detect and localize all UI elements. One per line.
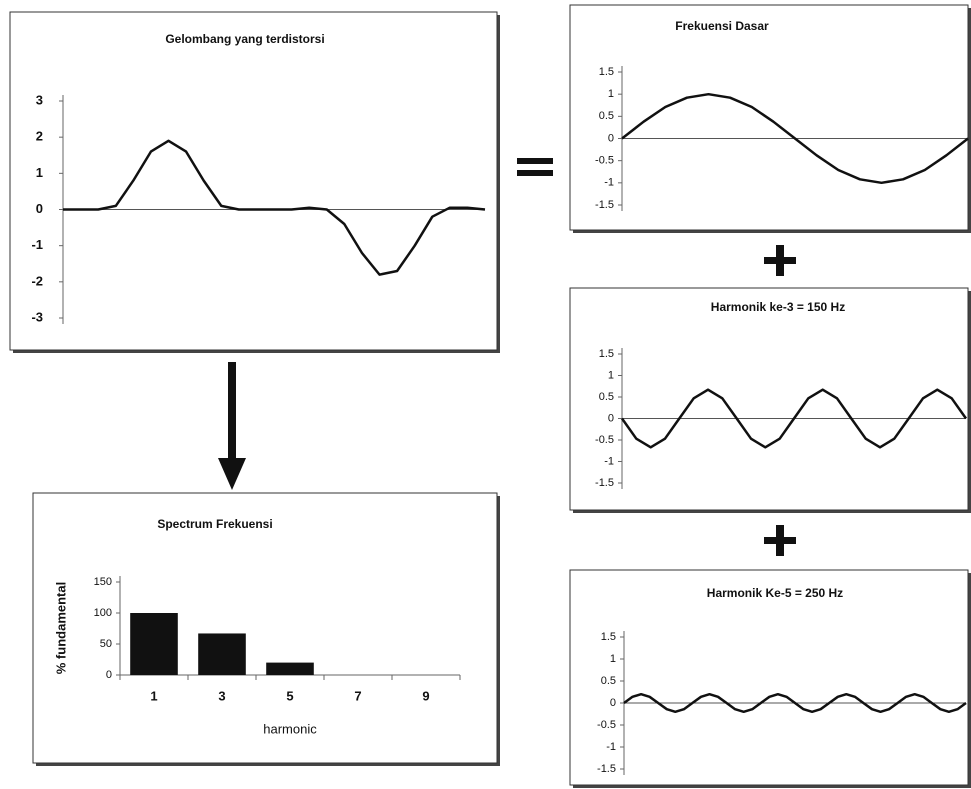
y-tick-label: 1.5 [599, 66, 614, 78]
y-tick-label: -1 [31, 237, 43, 252]
y-tick-label: 1.5 [599, 348, 614, 360]
x-tick-label: 7 [354, 688, 361, 703]
waveform [63, 139, 486, 276]
x-tick-label: 3 [218, 688, 225, 703]
waveform [620, 388, 968, 449]
waveform [621, 92, 969, 185]
y-tick-label: 0.5 [601, 675, 616, 687]
chart-title: Harmonik Ke-5 = 250 Hz [707, 586, 843, 600]
y-tick-label: -0.5 [595, 155, 614, 167]
y-tick-label: -0.5 [595, 434, 614, 446]
y-axis-label: % fundamental [53, 582, 68, 674]
plus-sign [764, 245, 796, 276]
chart-title: Spectrum Frekuensi [157, 517, 272, 531]
equals-sign [517, 158, 553, 176]
y-tick-label: 0 [608, 132, 614, 144]
y-tick-label: -1 [604, 455, 614, 467]
y-tick-label: 1 [610, 653, 616, 665]
x-tick-label: 9 [422, 688, 429, 703]
panel [32, 492, 498, 764]
y-tick-label: -2 [31, 273, 43, 288]
plus-sign [764, 525, 796, 556]
y-tick-label: 0.5 [599, 110, 614, 122]
y-tick-label: 100 [94, 607, 112, 619]
bar [130, 613, 178, 675]
y-tick-label: 50 [100, 638, 112, 650]
waveform [623, 692, 967, 714]
panel [569, 287, 969, 511]
y-tick-label: 0 [106, 669, 112, 681]
x-tick-label: 5 [286, 688, 293, 703]
y-tick-label: -1 [604, 177, 614, 189]
y-tick-label: -3 [31, 309, 43, 324]
y-tick-label: 0 [608, 412, 614, 424]
y-tick-label: -1.5 [597, 763, 616, 775]
y-tick-label: 0.5 [599, 391, 614, 403]
y-tick-label: 0 [610, 697, 616, 709]
y-tick-label: 1 [608, 369, 614, 381]
x-tick-label: 1 [150, 688, 157, 703]
x-axis-label: harmonic [263, 721, 317, 736]
y-tick-label: 1 [608, 88, 614, 100]
y-tick-label: 2 [36, 129, 43, 144]
chart-title: Frekuensi Dasar [675, 19, 769, 33]
arrow [218, 362, 246, 490]
y-tick-label: 1 [36, 165, 43, 180]
y-tick-label: -1.5 [595, 199, 614, 211]
y-tick-label: 150 [94, 576, 112, 588]
y-tick-label: -1.5 [595, 477, 614, 489]
y-tick-label: 1.5 [601, 631, 616, 643]
chart-title: Harmonik ke-3 = 150 Hz [711, 300, 845, 314]
panel [569, 569, 969, 786]
bar [266, 662, 314, 675]
y-tick-label: -0.5 [597, 719, 616, 731]
y-tick-label: -1 [606, 741, 616, 753]
y-tick-label: 0 [36, 201, 43, 216]
panel [9, 11, 498, 351]
y-tick-label: 3 [36, 92, 43, 107]
bar [198, 633, 246, 675]
chart-title: Gelombang yang terdistorsi [165, 32, 324, 46]
